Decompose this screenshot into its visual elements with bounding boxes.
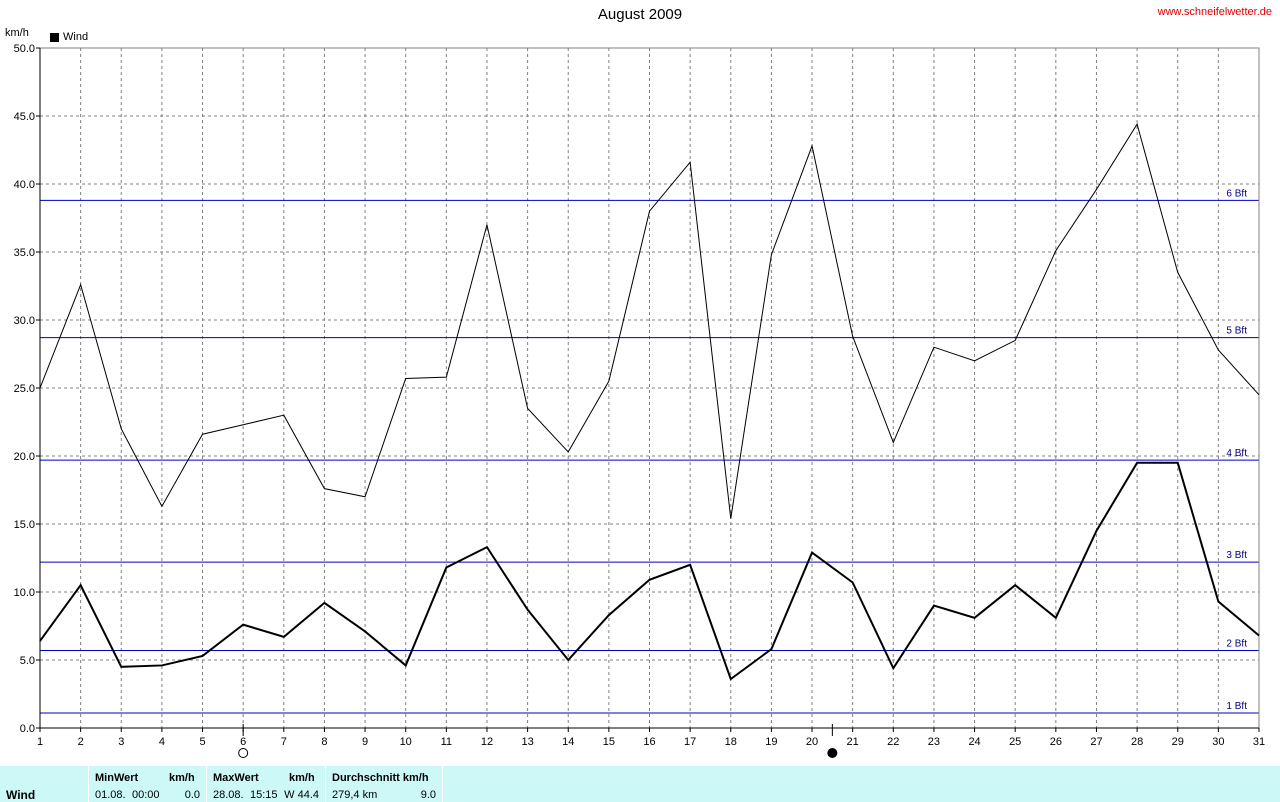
beaufort-label: 5 Bft [1226, 326, 1247, 337]
y-tick-label: 50.0 [14, 43, 35, 55]
x-tick-label: 9 [362, 736, 368, 748]
x-tick-label: 30 [1212, 736, 1224, 748]
x-tick-label: 5 [199, 736, 205, 748]
x-tick-label: 24 [968, 736, 980, 748]
x-tick-label: 17 [684, 736, 696, 748]
y-tick-label: 35.0 [14, 247, 35, 259]
x-tick-label: 4 [159, 736, 165, 748]
y-tick-label: 10.0 [14, 587, 35, 599]
y-tick-label: 5.0 [20, 655, 35, 667]
beaufort-label: 4 Bft [1226, 448, 1247, 459]
stats-max-time: 15:15 [250, 789, 278, 801]
stats-min-cell: MinWert km/h 01.08. 00:00 0.0 [88, 766, 206, 802]
stats-max-header: MaxWert [213, 772, 259, 784]
stats-max-unit: km/h [289, 772, 315, 784]
beaufort-label: 3 Bft [1226, 550, 1247, 561]
stats-avg-header: Durchschnitt km/h [332, 772, 429, 784]
x-tick-label: 31 [1253, 736, 1265, 748]
stats-table: Wind MinWert km/h 01.08. 00:00 0.0 MaxWe… [0, 766, 1280, 802]
x-tick-label: 1 [37, 736, 43, 748]
stats-max-cell: MaxWert km/h 28.08. 15:15 W 44.4 [206, 766, 325, 802]
x-tick-label: 3 [118, 736, 124, 748]
x-tick-label: 22 [887, 736, 899, 748]
legend: Wind [50, 31, 88, 43]
x-tick-label: 16 [643, 736, 655, 748]
stats-row-label: Wind [6, 788, 36, 802]
beaufort-label: 2 Bft [1226, 638, 1247, 649]
y-axis-unit: km/h [5, 27, 29, 39]
stats-max-date: 28.08. [213, 789, 244, 801]
x-tick-label: 10 [400, 736, 412, 748]
legend-swatch [50, 32, 59, 42]
x-tick-label: 21 [847, 736, 859, 748]
stats-min-date: 01.08. [95, 789, 126, 801]
stats-avg-distance: 279,4 km [332, 789, 378, 801]
x-tick-label: 13 [521, 736, 533, 748]
beaufort-label: 6 Bft [1226, 188, 1247, 199]
x-tick-label: 18 [725, 736, 737, 748]
y-tick-label: 15.0 [14, 519, 35, 531]
x-tick-label: 28 [1131, 736, 1143, 748]
wind-chart: 1 Bft 2 Bft 3 Bft 4 Bft 5 Bft 6 Bft 0.0 5.0 10.0… [14, 43, 1265, 758]
source-link[interactable]: www.schneifelwetter.de [1157, 6, 1272, 18]
x-tick-label: 7 [281, 736, 287, 748]
y-tick-label: 45.0 [14, 111, 35, 123]
x-tick-label: 14 [562, 736, 574, 748]
new-moon-icon [827, 748, 838, 758]
stats-min-time: 00:00 [132, 789, 160, 801]
stats-min-value: 0.0 [184, 789, 200, 801]
full-moon-icon [238, 748, 249, 758]
x-tick-label: 6 [240, 736, 246, 748]
stats-min-header: MinWert [95, 772, 139, 784]
x-tick-label: 19 [765, 736, 777, 748]
x-tick-label: 26 [1050, 736, 1062, 748]
x-tick-label: 12 [481, 736, 493, 748]
stats-avg-cell: Durchschnitt km/h 279,4 km 9.0 [325, 766, 443, 802]
y-tick-label: 0.0 [20, 723, 35, 735]
beaufort-label: 1 Bft [1226, 701, 1247, 712]
x-tick-label: 20 [806, 736, 818, 748]
x-tick-label: 23 [928, 736, 940, 748]
x-tick-label: 15 [603, 736, 615, 748]
legend-label: Wind [63, 31, 89, 43]
stats-max-value: W 44.4 [284, 789, 319, 801]
y-tick-label: 40.0 [14, 179, 35, 191]
series-line-mean [39, 461, 1260, 681]
y-tick-label: 25.0 [14, 383, 35, 395]
x-tick-label: 11 [441, 736, 452, 748]
x-tick-label: 8 [321, 736, 327, 748]
x-tick-label: 29 [1172, 736, 1184, 748]
x-tick-label: 25 [1009, 736, 1021, 748]
y-tick-label: 20.0 [14, 451, 35, 463]
chart-title: August 2009 [597, 6, 683, 23]
y-tick-label: 30.0 [14, 315, 35, 327]
stats-avg-value: 9.0 [420, 789, 436, 801]
x-tick-label: 27 [1090, 736, 1102, 748]
stats-min-unit: km/h [169, 772, 195, 784]
x-tick-label: 2 [78, 736, 84, 748]
series-line-max [39, 122, 1260, 519]
